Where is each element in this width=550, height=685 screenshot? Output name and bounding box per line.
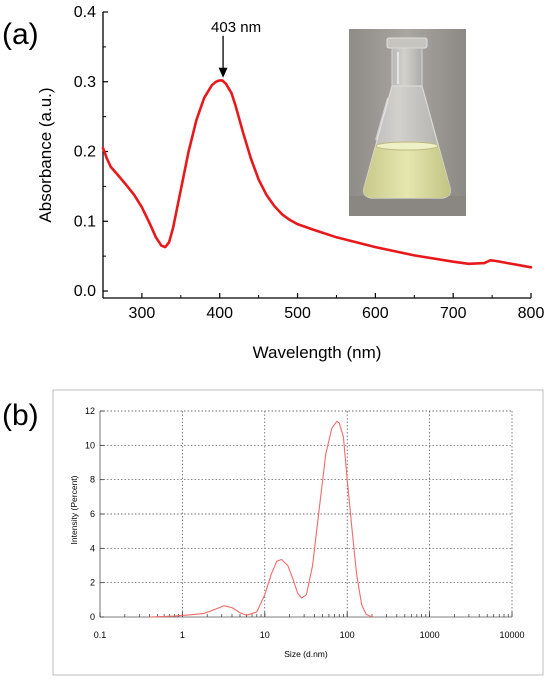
panel-a-ylabel: Absorbance (a.u.) xyxy=(36,87,55,222)
panel-b-ytick-label: 12 xyxy=(85,406,95,416)
panel-b-ytick-label: 6 xyxy=(90,509,95,519)
panel-b-xtick-label: 1 xyxy=(180,630,185,640)
peak-arrow-head xyxy=(218,67,228,78)
panel-b-ytick-label: 8 xyxy=(90,475,95,485)
panel-b-xtick-label: 10000 xyxy=(499,630,524,640)
panel-b-ytick-label: 4 xyxy=(90,543,95,553)
panel-b-ytick-label: 10 xyxy=(85,440,95,450)
panel-a-ytick-label: 0.3 xyxy=(74,74,96,91)
panel-a-xtick-label: 300 xyxy=(129,305,156,322)
panel-a-xtick-label: 500 xyxy=(284,305,311,322)
panel-a-xtick-label: 600 xyxy=(362,305,389,322)
panel-b-xtick-label: 10 xyxy=(260,630,270,640)
panel-b-grid xyxy=(100,410,513,617)
panel-b-xtick-label: 0.1 xyxy=(94,630,107,640)
panel-a-ytick-label: 0.1 xyxy=(74,213,96,230)
panel-b-ytick-label: 0 xyxy=(90,612,95,622)
absorbance-series-line xyxy=(101,79,533,269)
panel-b-xlabel: Size (d.nm) xyxy=(284,649,328,659)
panel-b-ticks: 0.1 1 10 100 1000 10000 0 2 4 6 8 10 12 xyxy=(85,406,525,640)
intensity-series-line xyxy=(149,420,373,618)
panel-a-label: (a) xyxy=(2,18,39,51)
panel-b-ylabel: Intensity (Percent) xyxy=(69,475,79,544)
panel-a-ytick-label: 0.2 xyxy=(74,144,96,161)
panel-b-xtick-label: 1000 xyxy=(420,630,440,640)
peak-label: 403 nm xyxy=(211,19,261,36)
panel-a-ytick-label: 0.4 xyxy=(74,4,96,21)
panel-b-frame xyxy=(52,389,544,676)
panel-a-ticks: 0.0 0.1 0.2 0.3 0.4 300 400 500 600 700 800 xyxy=(74,4,545,322)
panel-b-size-distribution-chart: (b) 0.1 1 10 100 1000 10000 0 2 4 6 8 10 12 Size (d.… xyxy=(2,389,544,676)
panel-b-xtick-label: 100 xyxy=(340,630,355,640)
panel-a-axes xyxy=(102,12,531,299)
panel-b-label: (b) xyxy=(2,399,39,432)
panel-a-xtick-label: 400 xyxy=(206,305,233,322)
panel-a-xtick-label: 800 xyxy=(518,305,545,322)
peak-annotation: 403 nm xyxy=(211,19,261,78)
flask-photo-inset xyxy=(349,29,466,216)
panel-b-ytick-label: 2 xyxy=(90,578,95,588)
panel-a-xlabel: Wavelength (nm) xyxy=(253,343,382,362)
panel-a-ytick-label: 0.0 xyxy=(74,283,96,300)
panel-a-xtick-label: 700 xyxy=(440,305,467,322)
panel-a-absorbance-chart: (a) 0.0 0.1 0.2 0.3 0.4 300 400 500 600 700 800 xyxy=(2,4,544,362)
